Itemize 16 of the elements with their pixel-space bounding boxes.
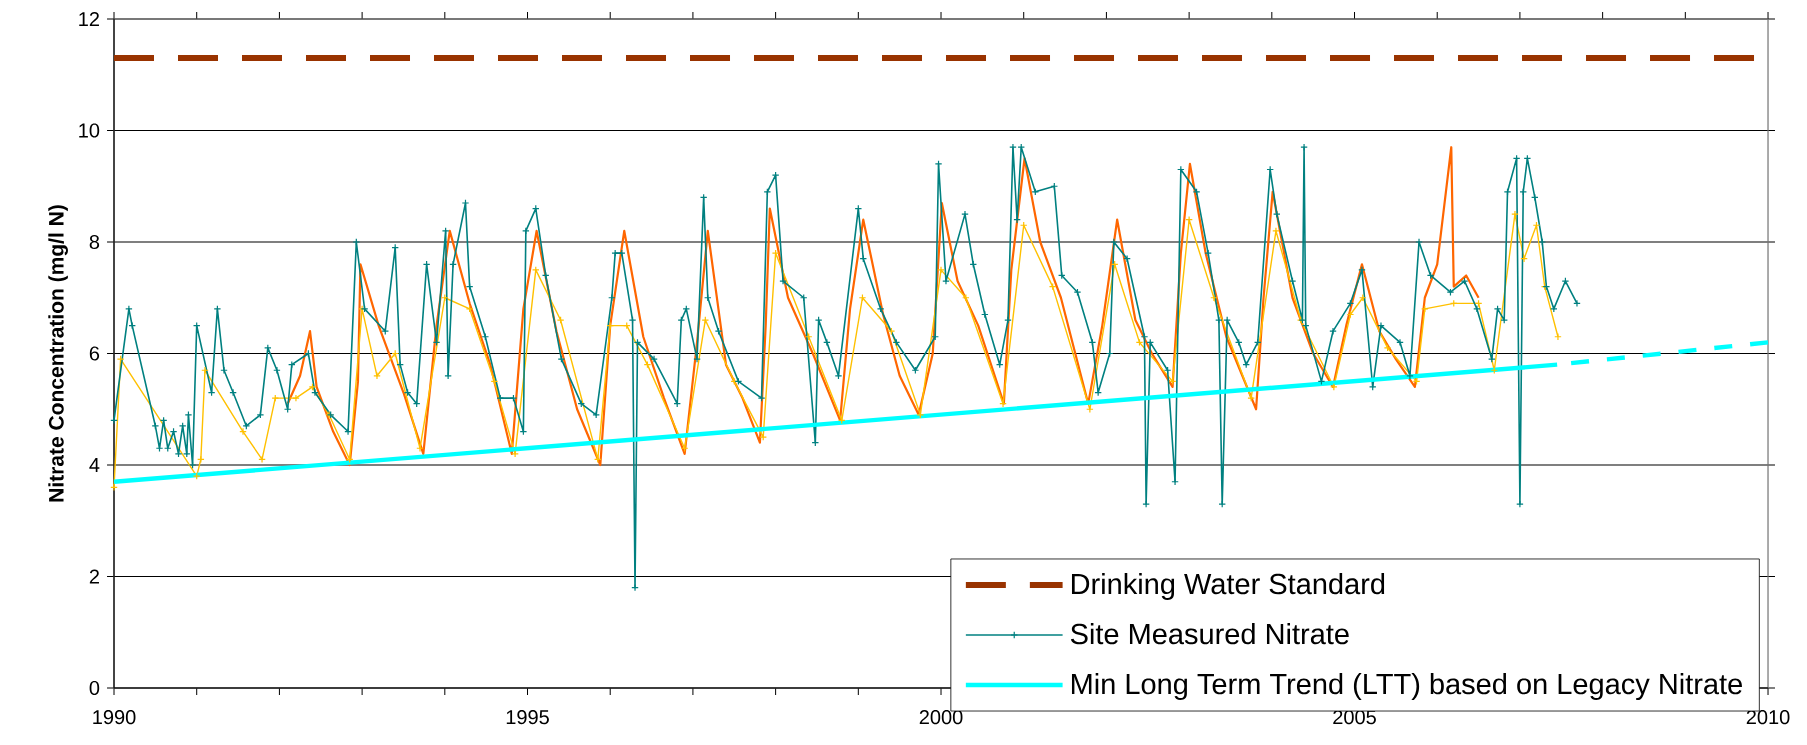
y-tick-label: 6 (89, 346, 100, 361)
legend-label: Site Measured Nitrate (1070, 622, 1349, 645)
y-tick-label: 10 (79, 123, 100, 138)
legend-label: Drinking Water Standard (1071, 572, 1385, 601)
y-tick-label: 0 (89, 680, 100, 696)
x-tick-label: 2010 (1746, 710, 1790, 725)
x-tick-label: 1995 (506, 710, 549, 725)
line-series (286, 146, 1480, 467)
legend-label: Min Long Term Trend (LTT) based on Legacy Nitrate (1071, 673, 1742, 701)
y-tick-label: 12 (79, 12, 99, 26)
y-axis-title: Nitrate Concentration (mg/l N) (48, 205, 68, 502)
y-tick-label: 2 (89, 569, 99, 584)
y-tick-label: 8 (89, 234, 100, 250)
y-tick-label: 4 (89, 458, 100, 472)
x-tick-label: 2000 (919, 710, 963, 725)
x-tick-label: 1990 (93, 710, 136, 725)
